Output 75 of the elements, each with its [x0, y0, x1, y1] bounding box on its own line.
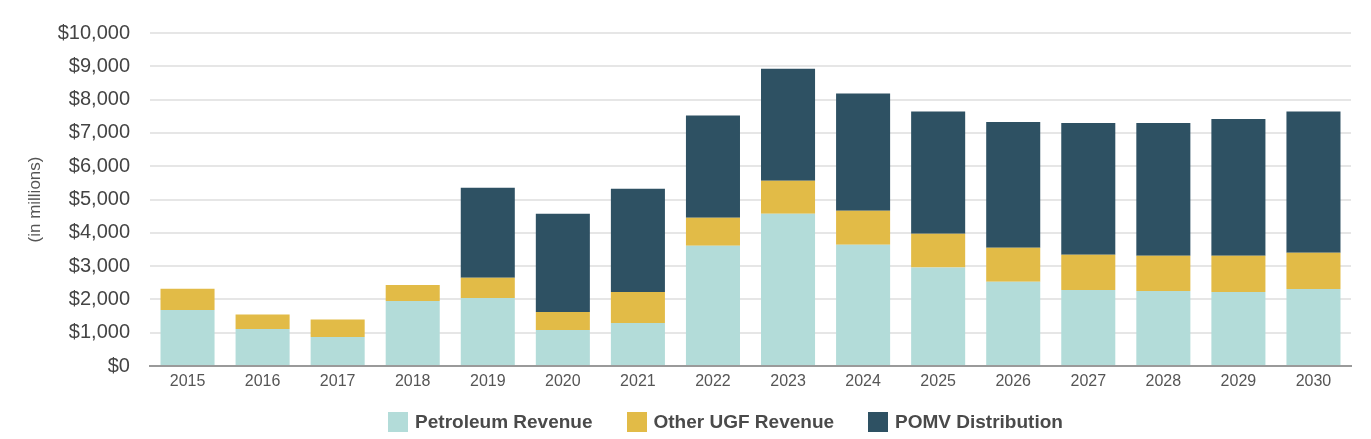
y-tick-label: $1,000 [68, 320, 130, 343]
bar [911, 111, 966, 234]
bar [836, 210, 891, 245]
bar [1061, 290, 1116, 365]
x-tick-label: 2021 [620, 372, 656, 390]
bar [685, 115, 740, 218]
bar [610, 323, 665, 365]
bar [1211, 118, 1266, 256]
y-tick-label: $9,000 [68, 53, 130, 76]
x-tick-label: 2025 [920, 372, 957, 390]
bar [460, 298, 515, 365]
y-tick-label: $4,000 [68, 220, 130, 243]
y-axis-title: (in millions) [24, 156, 44, 243]
y-tick-label: $7,000 [68, 120, 130, 143]
bar [610, 292, 665, 324]
bar [1136, 291, 1191, 365]
x-tick-label: 2018 [394, 372, 431, 390]
bar [986, 121, 1041, 248]
y-tick-label: $3,000 [68, 253, 130, 276]
bar [836, 244, 891, 365]
bar [310, 319, 365, 338]
bar [1061, 122, 1116, 255]
bar [1136, 122, 1191, 256]
legend-label: POMV Distribution [895, 410, 1063, 434]
x-tick-label: 2022 [695, 372, 731, 390]
y-tick-label: $5,000 [68, 187, 130, 210]
bar [460, 277, 515, 299]
x-tick-label: 2024 [845, 372, 881, 390]
y-tick-label: $8,000 [68, 87, 130, 110]
y-tick-label: $2,000 [68, 286, 130, 309]
x-tick-label: 2027 [1070, 372, 1107, 390]
bar [385, 285, 440, 302]
bar [986, 247, 1041, 282]
bar [1211, 292, 1266, 365]
x-tick-label: 2015 [169, 372, 206, 390]
bar [836, 93, 891, 211]
x-tick-label: 2019 [469, 372, 506, 390]
bar [160, 310, 215, 365]
x-tick-label: 2028 [1145, 372, 1182, 390]
x-tick-label: 2017 [319, 372, 356, 390]
bar [610, 188, 665, 293]
bar [685, 217, 740, 246]
bar [1211, 255, 1266, 293]
x-tick-label: 2020 [545, 372, 581, 390]
y-tick-label: $6,000 [68, 153, 130, 176]
bar [535, 312, 590, 331]
bar [385, 301, 440, 365]
bar [1136, 255, 1191, 292]
bar [1286, 252, 1341, 290]
bar [761, 213, 816, 365]
bar [535, 213, 590, 313]
bar [235, 329, 290, 365]
x-tick-label: 2030 [1295, 372, 1332, 390]
y-tick-label: $0 [107, 353, 130, 376]
bar [761, 68, 816, 181]
legend-label: Petroleum Revenue [415, 410, 593, 434]
bar [1286, 289, 1341, 365]
bar [986, 281, 1041, 365]
bar [160, 288, 215, 311]
bar [1286, 111, 1341, 253]
bar [911, 233, 966, 268]
legend-label: Other UGF Revenue [653, 410, 835, 434]
bar [460, 187, 515, 278]
bar [911, 267, 966, 365]
bar [310, 337, 365, 365]
bar [1061, 254, 1116, 291]
x-tick-label: 2016 [244, 372, 281, 390]
bar [235, 314, 290, 330]
y-tick-label: $10,000 [57, 20, 130, 43]
x-tick-label: 2023 [770, 372, 806, 390]
bar [761, 180, 816, 214]
x-tick-label: 2029 [1220, 372, 1257, 390]
bar [535, 330, 590, 365]
bar [685, 245, 740, 365]
x-tick-label: 2026 [995, 372, 1032, 390]
